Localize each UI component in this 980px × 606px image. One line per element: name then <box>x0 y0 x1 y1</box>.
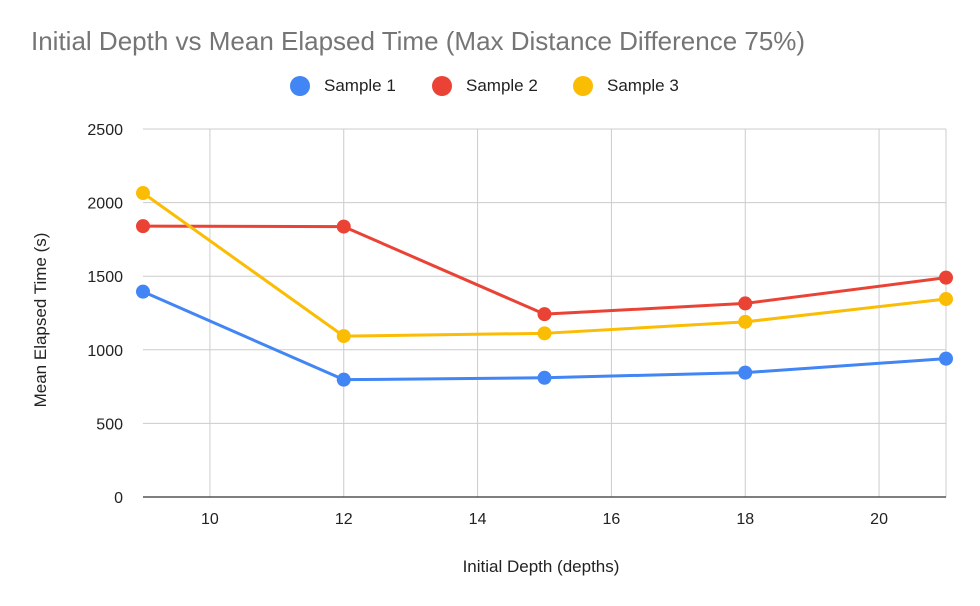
x-tick-label: 12 <box>335 511 353 528</box>
y-axis-title: Mean Elapsed Time (s) <box>31 233 50 408</box>
data-point-sample-2[interactable] <box>136 219 150 234</box>
data-point-sample-1[interactable] <box>939 351 953 366</box>
data-point-sample-2[interactable] <box>738 296 753 311</box>
legend-item-sample-1[interactable]: Sample 1 <box>290 76 396 96</box>
tick-labels: 0 500 1000 1500 2000 2500 10 12 14 16 18 20 <box>87 122 888 528</box>
x-tick-label: 14 <box>469 511 487 528</box>
data-point-sample-3[interactable] <box>136 186 150 201</box>
legend-label-sample-1: Sample 1 <box>324 76 396 95</box>
data-point-sample-1[interactable] <box>336 372 351 387</box>
x-tick-label: 10 <box>201 511 219 528</box>
data-point-sample-3[interactable] <box>939 292 953 307</box>
series-lines <box>142 191 947 382</box>
legend: Sample 1 Sample 2 Sample 3 <box>0 76 980 102</box>
data-point-sample-2[interactable] <box>939 270 953 285</box>
gridlines <box>143 128 947 497</box>
data-point-sample-1[interactable] <box>537 370 552 385</box>
data-point-sample-1[interactable] <box>738 365 753 380</box>
y-tick-label: 0 <box>114 490 123 507</box>
legend-label-sample-2: Sample 2 <box>466 76 538 95</box>
legend-marker-sample-2 <box>432 76 452 96</box>
data-point-sample-3[interactable] <box>738 314 753 329</box>
x-tick-label: 20 <box>870 511 888 528</box>
legend-marker-sample-1 <box>290 76 310 96</box>
legend-item-sample-2[interactable]: Sample 2 <box>432 76 538 96</box>
data-point-sample-2[interactable] <box>336 219 351 234</box>
legend-label-sample-3: Sample 3 <box>607 76 679 95</box>
legend-item-sample-3[interactable]: Sample 3 <box>573 76 679 96</box>
y-tick-label: 500 <box>96 416 123 433</box>
y-tick-label: 2500 <box>87 122 123 139</box>
chart-title: Initial Depth vs Mean Elapsed Time (Max … <box>31 26 806 56</box>
x-axis-title: Initial Depth (depths) <box>463 557 620 576</box>
data-point-sample-3[interactable] <box>537 326 552 341</box>
data-point-sample-1[interactable] <box>136 284 150 299</box>
x-tick-label: 18 <box>736 511 754 528</box>
y-tick-label: 2000 <box>87 196 123 213</box>
y-tick-label: 1500 <box>87 269 123 286</box>
data-point-sample-2[interactable] <box>537 307 552 322</box>
series-points <box>136 186 953 387</box>
y-tick-label: 1000 <box>87 343 123 360</box>
legend-marker-sample-3 <box>573 76 593 96</box>
series-line-sample-2 <box>142 224 947 316</box>
data-point-sample-3[interactable] <box>336 329 351 344</box>
x-tick-label: 16 <box>603 511 621 528</box>
